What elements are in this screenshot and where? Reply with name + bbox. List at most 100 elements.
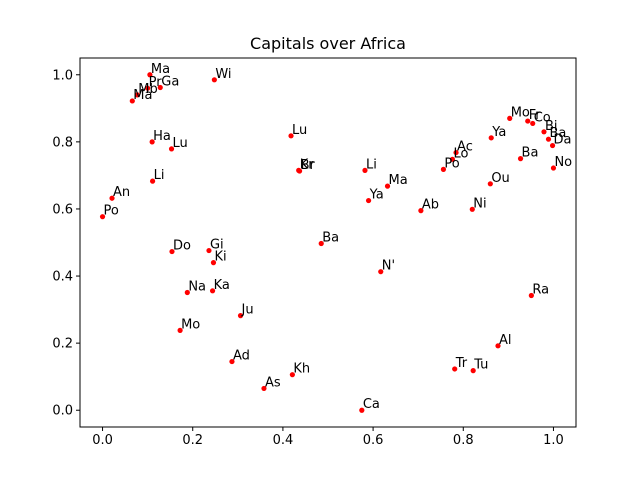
y-axis: 0.0 0.2 0.4 0.6 0.8 1.0: [52, 68, 80, 419]
point-label: Gi: [210, 238, 224, 253]
y-tick-label: 0.2: [52, 337, 73, 352]
data-point: [237, 313, 244, 319]
data-point: [365, 197, 372, 204]
point-label: Ga: [161, 75, 179, 90]
data-point: [517, 156, 524, 162]
data-point: [530, 120, 536, 127]
point-label: Ma: [133, 88, 152, 103]
point-label: Da: [554, 133, 572, 148]
point-label: Ba: [549, 126, 566, 141]
data-point: [488, 135, 494, 141]
data-point: [507, 115, 513, 121]
data-point: [525, 118, 531, 124]
y-tick-label: 0.0: [52, 404, 73, 419]
data-point: [487, 181, 493, 187]
point-label: Tr: [455, 356, 468, 371]
point-label: Ya: [369, 188, 384, 203]
point-label: An: [113, 185, 130, 200]
point-label: No: [554, 155, 572, 170]
data-point: [184, 289, 190, 296]
point-label: Tu: [473, 358, 488, 373]
point-label: Lu: [173, 136, 188, 151]
data-point: [362, 167, 368, 173]
point-label: Br: [301, 158, 316, 173]
point-label: N': [382, 259, 395, 274]
point-label: Li: [154, 168, 165, 183]
x-tick-label: 0.2: [182, 433, 203, 448]
point-label: Mo: [181, 317, 200, 332]
point-label: Ba: [322, 231, 339, 246]
data-point: [545, 136, 552, 142]
data-point: [109, 195, 115, 201]
point-label: Ma: [151, 62, 170, 77]
data-point: [261, 385, 267, 392]
data-point: [211, 77, 217, 83]
x-tick-label: 0.8: [453, 433, 474, 448]
point-label: Ac: [457, 140, 473, 155]
y-tick-label: 0.4: [52, 270, 73, 285]
point-label: Ra: [532, 283, 549, 298]
x-axis: 0.0 0.2 0.4 0.6 0.8 1.0: [92, 427, 564, 448]
x-tick-label: 0.0: [92, 433, 113, 448]
point-label: Wi: [215, 67, 231, 82]
y-tick-label: 1.0: [52, 68, 73, 83]
point-label: Po: [104, 204, 119, 219]
data-point: [229, 358, 235, 365]
x-tick-label: 0.6: [363, 433, 384, 448]
data-point: [289, 372, 295, 378]
point-label: Bi: [545, 119, 558, 134]
data-point: [541, 129, 547, 135]
axes-frame: [79, 57, 577, 428]
data-point: [99, 214, 106, 220]
point-label: Co: [534, 110, 551, 125]
data-point: [495, 343, 501, 349]
y-tick-label: 0.8: [52, 135, 73, 150]
point-label: Kr: [300, 157, 315, 172]
data-point: [169, 248, 175, 255]
point-label: Po: [444, 156, 459, 171]
data-point: [288, 133, 294, 139]
point-label: Ju: [241, 303, 254, 318]
point-label: Ni: [473, 196, 486, 211]
data-point: [449, 156, 456, 162]
point-label: Ka: [214, 278, 230, 293]
data-point: [469, 206, 475, 212]
data-point: [296, 168, 303, 174]
data-point: [134, 92, 140, 98]
point-label: Kh: [293, 362, 310, 377]
point-label: Lo: [453, 146, 468, 161]
point-label: Lu: [292, 123, 307, 138]
data-point: [384, 183, 391, 189]
point-label: Ad: [233, 349, 250, 364]
point-label: Ya: [491, 125, 506, 140]
data-point: [453, 149, 459, 156]
data-point: [149, 139, 155, 145]
data-point: [452, 366, 458, 372]
point-label: Ki: [214, 250, 226, 265]
data-point: [470, 368, 476, 374]
data-point: [359, 407, 365, 413]
data-point: [145, 85, 151, 91]
data-point: [528, 292, 534, 299]
point-label: Ma: [389, 173, 408, 188]
point-label: Mo: [511, 105, 530, 120]
point-label: Ou: [491, 171, 509, 186]
y-tick-label: 0.6: [52, 202, 73, 217]
data-point: [550, 165, 557, 171]
point-label: Fr: [529, 108, 542, 123]
data-point: [149, 178, 156, 184]
point-label: Li: [366, 157, 377, 172]
point-label: Na: [188, 279, 206, 294]
x-tick-label: 1.0: [543, 433, 564, 448]
point-label: Do: [173, 239, 191, 254]
point-label: Ba: [522, 146, 539, 161]
data-point: [549, 142, 556, 149]
data-point: [440, 166, 447, 172]
point-label: Mb: [138, 82, 157, 97]
point-label: Ab: [422, 198, 439, 213]
data-point: [210, 260, 217, 266]
